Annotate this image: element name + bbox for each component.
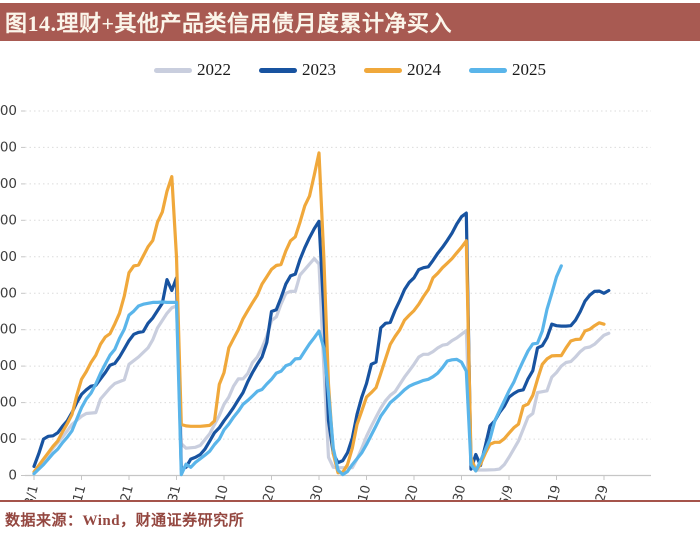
x-tick-label: 5/20 bbox=[400, 484, 422, 500]
x-tick-label: 3/1 bbox=[22, 484, 42, 500]
series-line-2023 bbox=[32, 211, 611, 471]
x-tick-label: 5/30 bbox=[447, 484, 469, 500]
chart-area: 2,000 1,800 1,600 1,400 1,200 1,000 800 600 400 2… bbox=[0, 41, 700, 500]
figure-title-bar: 图14.理财+其他产品类信用债月度累计净买入 bbox=[0, 3, 700, 41]
series-line-2025 bbox=[32, 264, 563, 477]
x-tick-label: 6/19 bbox=[542, 484, 564, 500]
x-tick-label: 6/29 bbox=[590, 484, 612, 500]
y-tick-label: 0 bbox=[8, 468, 17, 484]
y-tick-label: 1,000 bbox=[0, 285, 17, 301]
x-tick-label: 5/10 bbox=[352, 484, 374, 500]
y-tick-label: 200 bbox=[0, 431, 17, 447]
x-tick-label: 3/31 bbox=[162, 484, 184, 500]
x-tick-label: 4/20 bbox=[257, 484, 279, 500]
figure-title: 图14.理财+其他产品类信用债月度累计净买入 bbox=[5, 11, 453, 36]
y-tick-label: 1,600 bbox=[0, 176, 17, 192]
y-tick-label: 2,000 bbox=[0, 103, 17, 119]
series-line-2024 bbox=[32, 151, 606, 475]
chart-svg: 2,000 1,800 1,600 1,400 1,200 1,000 800 600 400 2… bbox=[0, 103, 651, 500]
y-tick-label: 1,800 bbox=[0, 139, 17, 155]
series-line-2022 bbox=[32, 257, 611, 476]
x-tick-label: 6/9 bbox=[497, 484, 517, 500]
y-tick-label: 600 bbox=[0, 358, 17, 374]
x-tick-label: 3/21 bbox=[115, 484, 137, 500]
y-tick-label: 1,400 bbox=[0, 212, 17, 228]
y-tick-label: 1,200 bbox=[0, 249, 17, 265]
y-tick-label: 400 bbox=[0, 395, 17, 411]
x-tick-label: 4/30 bbox=[305, 484, 327, 500]
y-tick-label: 800 bbox=[0, 322, 17, 338]
x-tick-label: 3/11 bbox=[67, 484, 89, 500]
data-source-text: 数据来源：Wind，财通证券研究所 bbox=[5, 513, 245, 529]
x-tick-label: 4/10 bbox=[210, 484, 232, 500]
footer-separator-line bbox=[0, 500, 700, 502]
